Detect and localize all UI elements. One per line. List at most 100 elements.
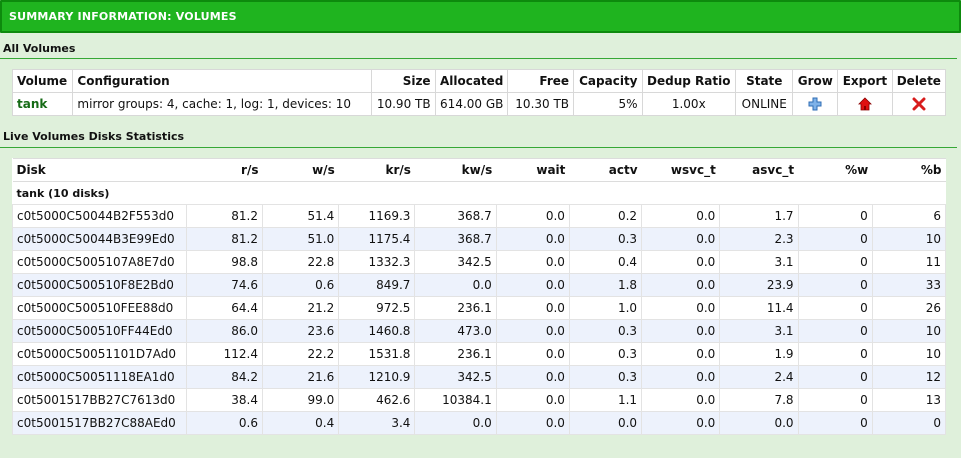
table-cell: 1210.9 <box>338 365 416 389</box>
table-cell: 0.2 <box>568 204 643 228</box>
table-cell: 0.0 <box>641 411 721 435</box>
table-cell: 0.6 <box>261 273 340 297</box>
col-free: Free <box>507 69 575 93</box>
table-cell: 1531.8 <box>338 342 416 366</box>
table-cell: 0.0 <box>414 411 497 435</box>
col-configuration: Configuration <box>72 69 372 93</box>
table-cell: 0.4 <box>261 411 340 435</box>
table-cell: 368.7 <box>414 204 497 228</box>
table-cell: c0t5000C50044B2F553d0 <box>12 204 187 228</box>
table-cell: 0.3 <box>568 365 643 389</box>
table-cell: 1.1 <box>568 388 643 412</box>
table-cell: c0t5000C50051118EA1d0 <box>12 365 187 389</box>
table-cell: 1332.3 <box>338 250 416 274</box>
table-cell: 342.5 <box>414 365 497 389</box>
table-cell: 0.0 <box>641 296 721 320</box>
table-cell: 1.7 <box>719 204 799 228</box>
table-cell: 10 <box>871 342 947 366</box>
table-cell: c0t5000C500510F8E2Bd0 <box>12 273 187 297</box>
table-cell: 0.0 <box>641 388 721 412</box>
table-cell: 13 <box>871 388 947 412</box>
volume-size: 10.90 TB <box>370 92 436 116</box>
volumes-table: Volume Configuration Size Allocated Free… <box>11 69 947 116</box>
table-cell: 6 <box>871 204 947 228</box>
col-asvc-t: asvc_t <box>719 158 799 182</box>
table-cell: 368.7 <box>414 227 497 251</box>
volume-allocated: 614.00 GB <box>434 92 509 116</box>
volume-link[interactable]: tank <box>11 92 74 116</box>
table-row: c0t5000C50044B2F553d0 81.2 51.4 1169.3 368.7… <box>12 204 947 228</box>
table-cell: 7.8 <box>719 388 799 412</box>
table-cell: 0 <box>797 365 873 389</box>
table-cell: 0.0 <box>495 227 570 251</box>
table-row: c0t5000C500510F8E2Bd0 74.6 0.6 849.7 0.0 0.0 1… <box>12 273 947 297</box>
col-kws: kw/s <box>414 158 497 182</box>
col-pct-w: %w <box>798 158 873 182</box>
table-row: c0t5000C5005107A8E7d0 98.8 22.8 1332.3 342.5… <box>12 250 947 274</box>
table-cell: 26 <box>871 296 947 320</box>
table-cell: 3.1 <box>719 319 799 343</box>
table-cell: 22.2 <box>261 342 340 366</box>
col-wait: wait <box>496 158 570 182</box>
grow-button[interactable] <box>792 92 839 116</box>
volume-capacity: 5% <box>573 92 643 116</box>
section-divider <box>0 58 957 59</box>
volume-dedup-ratio: 1.00x <box>641 92 737 116</box>
table-cell: 0.0 <box>495 296 570 320</box>
table-cell: 1169.3 <box>338 204 416 228</box>
volume-free: 10.30 TB <box>507 92 575 116</box>
section-divider <box>0 147 957 148</box>
table-cell: 0.0 <box>641 365 721 389</box>
table-cell: 462.6 <box>338 388 416 412</box>
table-cell: 81.2 <box>185 204 264 228</box>
table-cell: 0 <box>797 319 873 343</box>
table-cell: 972.5 <box>338 296 416 320</box>
table-cell: 0 <box>797 204 873 228</box>
volume-name[interactable]: tank <box>17 97 48 111</box>
home-icon[interactable] <box>857 97 872 111</box>
table-cell: 0.3 <box>568 227 643 251</box>
table-cell: 1.8 <box>568 273 643 297</box>
table-cell: 98.8 <box>185 250 264 274</box>
col-disk: Disk <box>12 158 187 182</box>
table-cell: 0.0 <box>719 411 799 435</box>
table-cell: 33 <box>871 273 947 297</box>
x-icon[interactable] <box>912 97 926 111</box>
volume-row: tank mirror groups: 4, cache: 1, log: 1,… <box>11 92 947 116</box>
table-cell: 0.0 <box>495 319 570 343</box>
table-cell: 81.2 <box>185 227 264 251</box>
all-volumes-title: All Volumes <box>3 42 76 55</box>
table-cell: 0 <box>797 273 873 297</box>
col-capacity: Capacity <box>573 69 643 93</box>
table-cell: 2.3 <box>719 227 799 251</box>
disk-stats-table: Disk r/s w/s kr/s kw/s wait actv wsvc_t … <box>12 158 947 435</box>
export-button[interactable] <box>837 92 893 116</box>
table-cell: 74.6 <box>185 273 264 297</box>
table-cell: 22.8 <box>261 250 340 274</box>
col-state: State <box>735 69 794 93</box>
table-cell: 12 <box>871 365 947 389</box>
table-cell: 1.9 <box>719 342 799 366</box>
col-volume: Volume <box>11 69 74 93</box>
col-pct-b: %b <box>872 158 946 182</box>
volumes-header-row: Volume Configuration Size Allocated Free… <box>11 69 947 93</box>
table-row: c0t5001517BB27C88AEd0 0.6 0.4 3.4 0.0 0.0 0.0 0… <box>12 411 947 435</box>
table-cell: 10384.1 <box>414 388 497 412</box>
table-cell: 0.3 <box>568 319 643 343</box>
table-row: c0t5000C500510FF44Ed0 86.0 23.6 1460.8 473.0… <box>12 319 947 343</box>
col-krs: kr/s <box>338 158 415 182</box>
table-cell: 0.0 <box>641 273 721 297</box>
plus-icon[interactable] <box>808 97 822 111</box>
table-cell: 10 <box>871 227 947 251</box>
table-cell: 3.4 <box>338 411 416 435</box>
pool-row: tank (10 disks) <box>12 181 946 205</box>
table-cell: 11 <box>871 250 947 274</box>
col-actv: actv <box>569 158 642 182</box>
table-row: c0t5000C50044B3E99Ed0 81.2 51.0 1175.4 368.7… <box>12 227 947 251</box>
table-cell: 0 <box>797 296 873 320</box>
table-cell: 0.0 <box>495 273 570 297</box>
table-cell: 0.0 <box>641 227 721 251</box>
table-row: c0t5000C500510FEE88d0 64.4 21.2 972.5 236.1 0… <box>12 296 947 320</box>
delete-button[interactable] <box>891 92 947 116</box>
table-cell: 0.0 <box>495 204 570 228</box>
